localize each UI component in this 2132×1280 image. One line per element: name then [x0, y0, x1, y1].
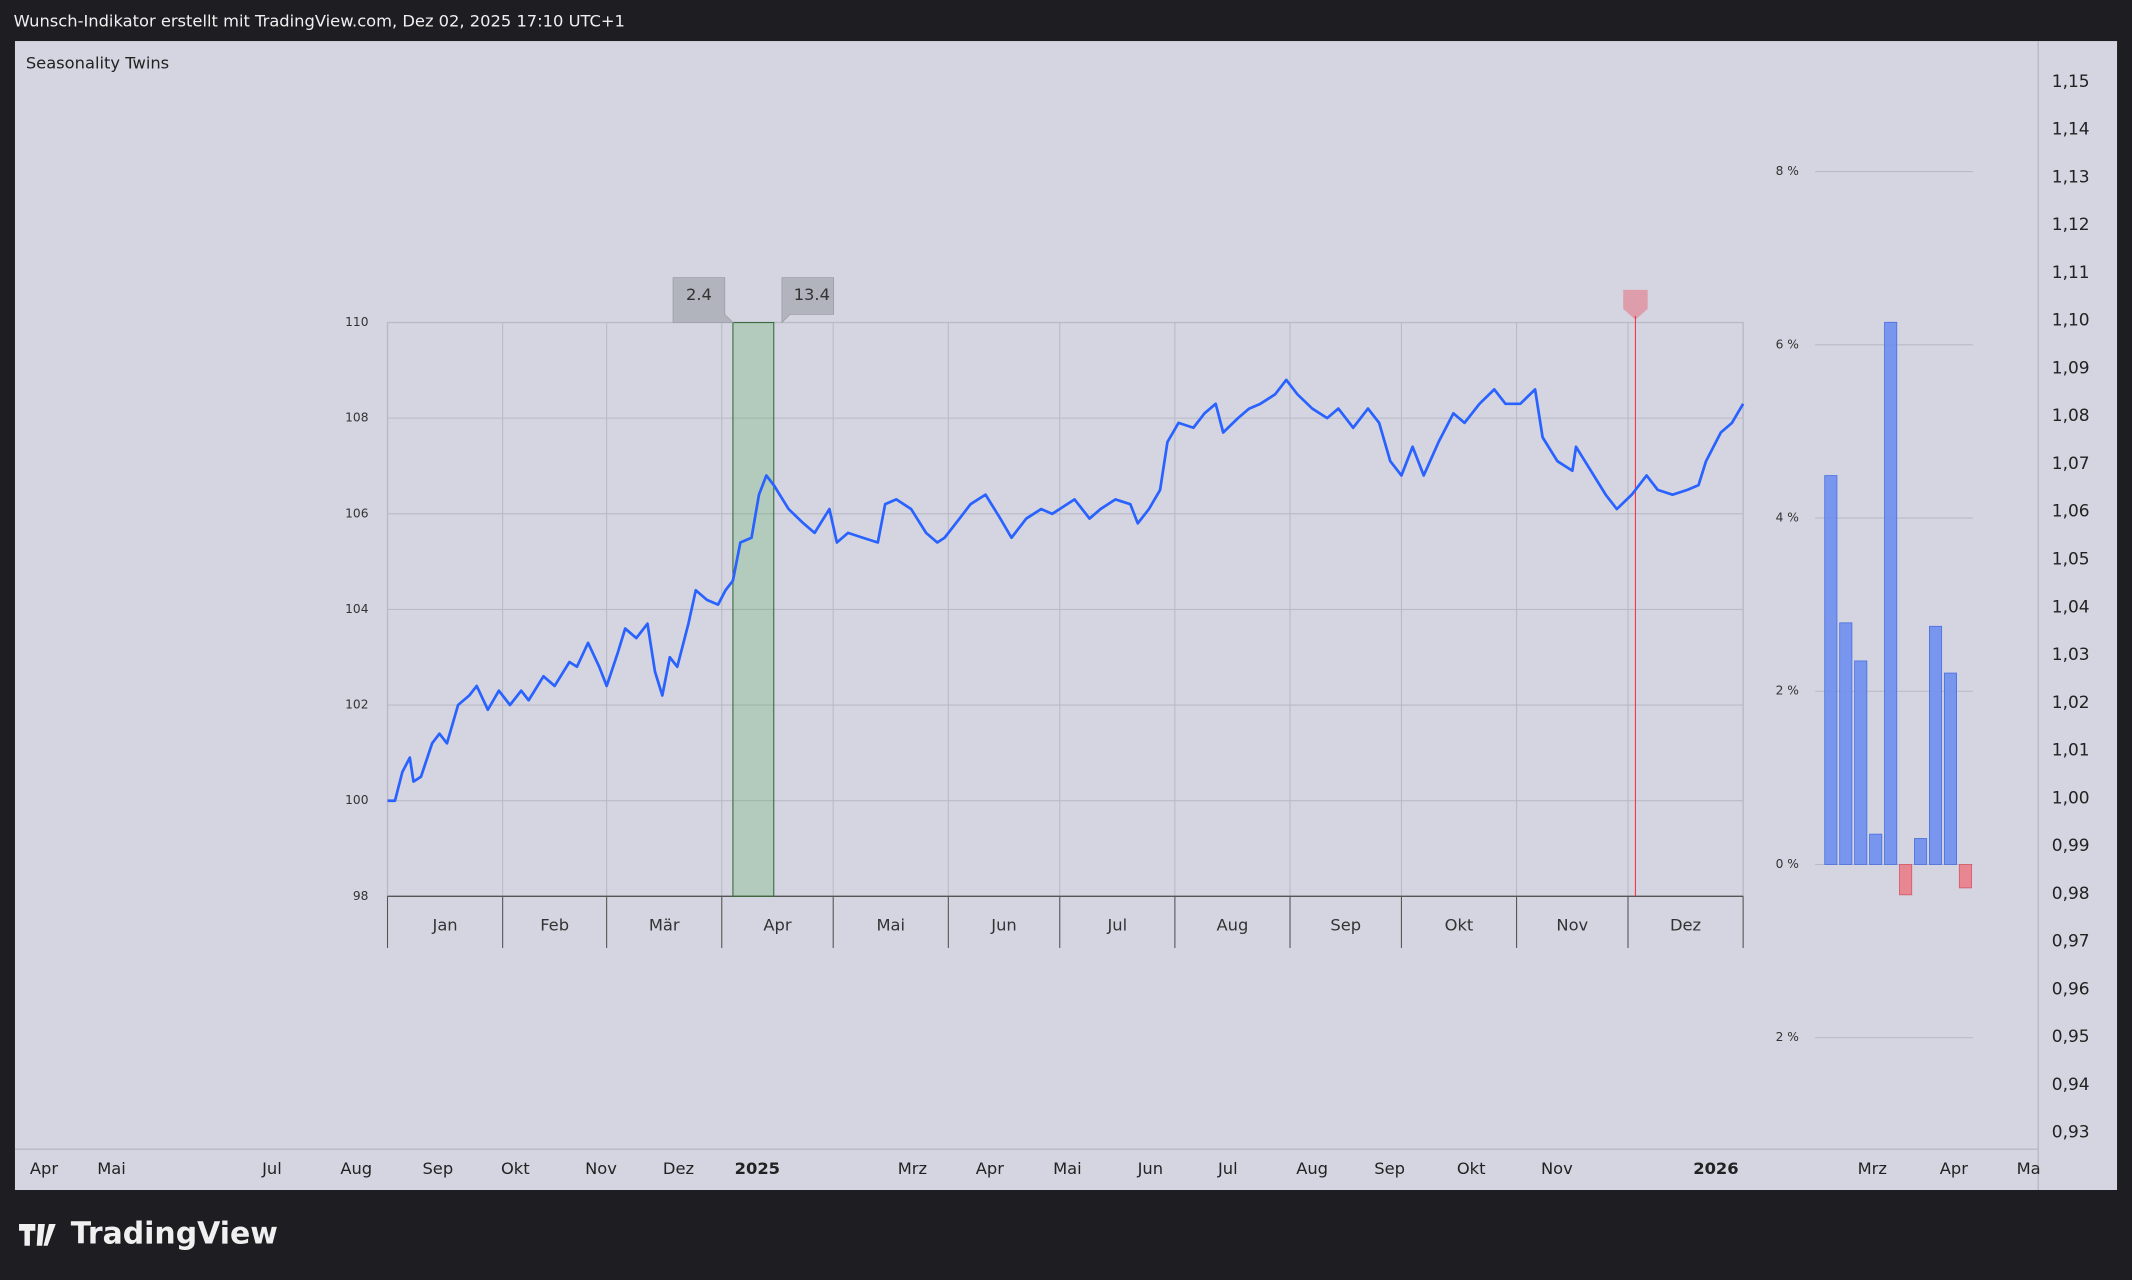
price-label: 1,04 — [2052, 597, 2090, 617]
date-flag-label: 2.4 — [686, 285, 712, 304]
price-label: 1,15 — [2052, 72, 2090, 92]
x-tick-label: Feb — [540, 916, 569, 935]
x-tick-label: Okt — [1445, 916, 1474, 935]
x-tick-label: Dez — [1670, 916, 1701, 935]
x-tick-label: Nov — [1556, 916, 1588, 935]
y-tick-label: 8 % — [1776, 164, 1799, 178]
seasonality-chart: 98 100 102 104 106 108 110 Jan Feb Mär Apr Mai Jun Ju… — [345, 277, 1745, 948]
price-label: 1,02 — [2052, 693, 2090, 713]
price-label: 1,10 — [2052, 311, 2090, 331]
bar — [1958, 864, 1972, 889]
x-tick-label: Jun — [990, 916, 1016, 935]
y-tick-label: 2 % — [1776, 1030, 1799, 1044]
price-label: 1,01 — [2052, 741, 2090, 761]
time-label: 2026 — [1693, 1159, 1738, 1178]
x-tick-label: Apr — [763, 916, 791, 935]
time-label: Mrz — [1858, 1159, 1887, 1178]
y-tick-label: 4 % — [1776, 511, 1799, 525]
seasonality-line — [387, 378, 1745, 803]
time-label: Apr — [30, 1159, 58, 1178]
today-flag — [1623, 289, 1648, 320]
x-tick-label: Mär — [649, 916, 680, 935]
price-label: 0,94 — [2052, 1075, 2090, 1095]
price-label: 0,97 — [2052, 932, 2090, 952]
y-tick-label: 108 — [345, 411, 368, 425]
y-tick-label: 104 — [345, 602, 369, 616]
x-tick-label: Sep — [1330, 916, 1361, 935]
time-label: Apr — [976, 1159, 1004, 1178]
bar — [1824, 475, 1838, 865]
logo-text: TradingView — [71, 1216, 278, 1251]
time-label: Mrz — [898, 1159, 927, 1178]
price-label: 0,99 — [2052, 836, 2090, 856]
x-tick-label: Jul — [1106, 916, 1127, 935]
date-flag — [781, 277, 835, 324]
bar — [1914, 838, 1928, 865]
time-label: Jun — [1137, 1159, 1163, 1178]
bar — [1928, 625, 1943, 865]
x-tick-label: Mai — [876, 916, 905, 935]
time-label: Okt — [501, 1159, 530, 1178]
time-label: Jul — [1217, 1159, 1238, 1178]
y-tick-label: 102 — [345, 698, 368, 712]
price-label: 1,12 — [2052, 215, 2090, 235]
price-label: 0,93 — [2052, 1123, 2090, 1143]
time-label: Ma — [2017, 1159, 2041, 1178]
price-label: 0,95 — [2052, 1027, 2090, 1047]
time-label: Jul — [261, 1159, 282, 1178]
price-label: 1,05 — [2052, 550, 2090, 570]
y-tick-label: 110 — [345, 315, 368, 329]
time-label: Apr — [1940, 1159, 1968, 1178]
price-label: 1,09 — [2052, 358, 2090, 378]
price-label: 1,11 — [2052, 263, 2090, 283]
time-label: Aug — [340, 1159, 372, 1178]
time-scale: Apr Mai Jul Aug Sep Okt Nov Dez 2025 Mrz Apr Mai Jun… — [30, 1159, 2041, 1178]
bar — [1869, 833, 1883, 865]
price-label: 1,14 — [2052, 120, 2090, 140]
bar-chart: 8 % 6 % 4 % 2 % 0 % 2 % — [1776, 164, 1973, 1044]
price-label: 1,08 — [2052, 406, 2090, 426]
price-label: 1,13 — [2052, 167, 2090, 187]
indicator-name: Seasonality Twins — [26, 54, 169, 73]
date-flag — [672, 277, 734, 323]
x-tick-label: Jan — [432, 916, 458, 935]
time-label: Nov — [585, 1159, 617, 1178]
price-label: 1,07 — [2052, 454, 2090, 474]
date-flag-label: 13.4 — [794, 285, 830, 304]
price-label: 1,00 — [2052, 788, 2090, 808]
bar — [1884, 321, 1898, 865]
y-tick-label: 2 % — [1776, 684, 1799, 698]
y-tick-label: 106 — [345, 506, 368, 520]
y-tick-label: 98 — [353, 889, 369, 903]
bar — [1943, 672, 1958, 865]
y-tick-label: 0 % — [1776, 857, 1799, 871]
highlight-band — [732, 321, 775, 897]
time-label: Dez — [663, 1159, 694, 1178]
price-label: 0,98 — [2052, 884, 2090, 904]
time-label: Aug — [1296, 1159, 1328, 1178]
bar — [1854, 660, 1868, 865]
time-label: Mai — [1053, 1159, 1082, 1178]
y-tick-label: 6 % — [1776, 337, 1799, 351]
time-label: Mai — [97, 1159, 126, 1178]
chart-pane — [14, 41, 2118, 1190]
time-label: Sep — [422, 1159, 453, 1178]
header: Wunsch-Indikator erstellt mit TradingVie… — [14, 12, 625, 31]
bar — [1899, 864, 1913, 896]
time-label: Sep — [1374, 1159, 1405, 1178]
time-label: Nov — [1541, 1159, 1573, 1178]
price-label: 1,03 — [2052, 645, 2090, 665]
time-label: Okt — [1457, 1159, 1486, 1178]
price-scale: 1,15 1,14 1,13 1,12 1,11 1,10 1,09 1,08 1,07 1,06… — [2052, 72, 2090, 1143]
time-label: 2025 — [735, 1159, 780, 1178]
price-label: 1,06 — [2052, 502, 2090, 522]
bar — [1839, 622, 1853, 865]
price-label: 0,96 — [2052, 979, 2090, 999]
x-tick-label: Aug — [1217, 916, 1249, 935]
y-tick-label: 100 — [345, 793, 368, 807]
